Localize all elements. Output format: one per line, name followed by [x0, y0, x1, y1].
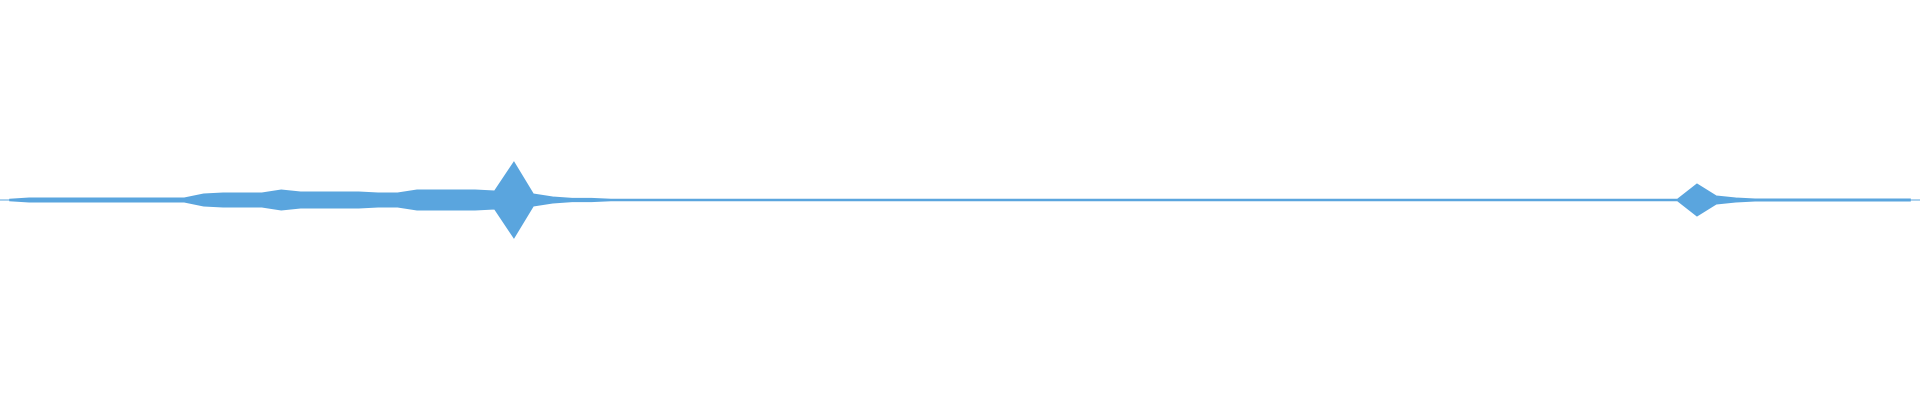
- waveform: [9, 161, 1911, 239]
